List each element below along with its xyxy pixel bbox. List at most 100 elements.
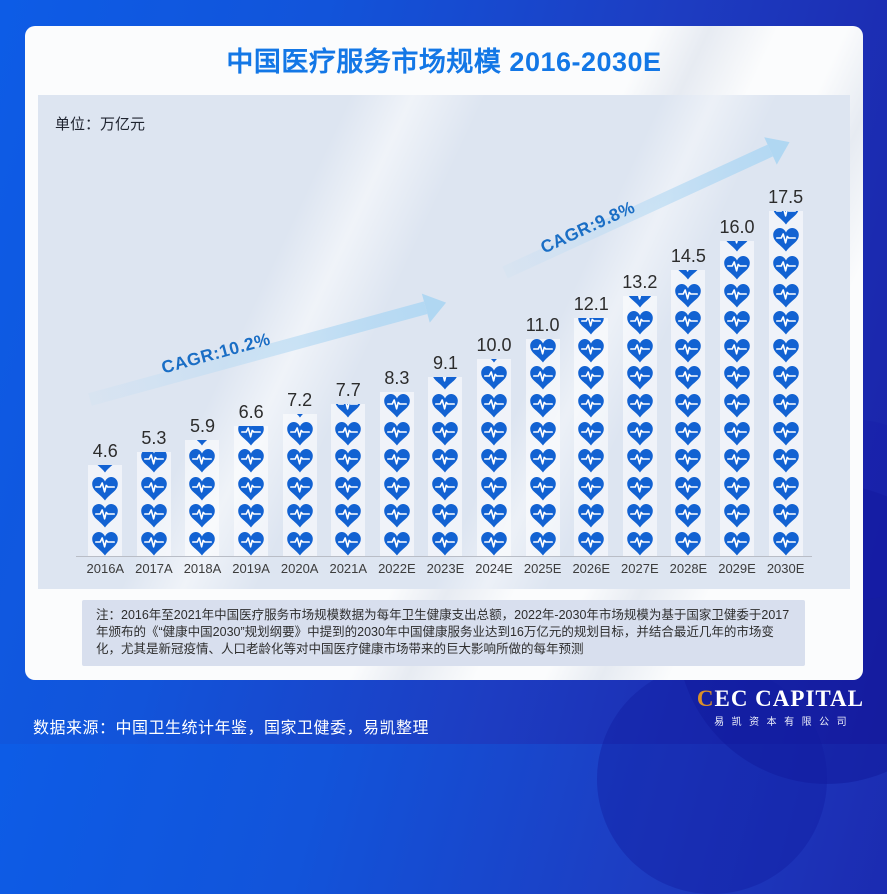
heart-ecg-icon — [675, 504, 702, 528]
x-axis-label-2019A: 2019A — [232, 561, 270, 576]
x-axis-label-2022E: 2022E — [378, 561, 416, 576]
heart-cell — [384, 418, 410, 446]
heart-cell — [627, 473, 653, 501]
heart-cell — [724, 528, 750, 556]
bar-stack — [428, 376, 463, 556]
page-title: 中国医疗服务市场规模 2016-2030E — [226, 47, 662, 77]
heart-cell — [432, 528, 459, 556]
x-axis-label-2026E: 2026E — [572, 561, 611, 576]
heart-ecg-icon — [432, 449, 459, 473]
heart-ecg-icon — [335, 421, 362, 446]
heart-ecg-icon — [675, 449, 702, 473]
heart-ecg-icon — [724, 338, 750, 363]
heart-ecg-icon — [481, 421, 507, 446]
heart-cell — [578, 363, 605, 391]
heart-cell — [238, 501, 264, 529]
heart-cell — [772, 528, 799, 556]
bar-2025E: 11.0 — [518, 315, 567, 556]
heart-ecg-icon — [675, 421, 702, 446]
heart-ecg-icon — [627, 476, 653, 501]
x-axis-label-2027E: 2027E — [621, 561, 659, 576]
heart-cell — [384, 528, 410, 556]
heart-ecg-icon — [432, 504, 459, 528]
bar-value-label: 7.2 — [287, 390, 313, 411]
bar-stack — [282, 414, 317, 556]
heart-cell — [578, 335, 605, 363]
heart-ecg-icon — [384, 449, 410, 473]
heart-ecg-icon — [481, 504, 507, 528]
bar-value-label: 5.3 — [141, 427, 167, 448]
bar-2019A: 6.6 — [227, 402, 276, 556]
heart-ecg-icon — [529, 504, 556, 528]
bar-value-label: 4.6 — [92, 441, 118, 462]
bar-stack — [574, 317, 609, 556]
heart-cell — [627, 308, 653, 336]
partial-heart-icon — [141, 451, 167, 474]
heart-cell — [335, 473, 362, 501]
heart-cell — [286, 446, 313, 474]
heart-ecg-icon — [529, 476, 556, 501]
heart-ecg-icon — [92, 504, 119, 528]
data-source-text: 数据来源：中国卫生统计年鉴，国家卫健委，易凯整理 — [33, 720, 430, 737]
heart-ecg-icon — [335, 532, 362, 556]
heart-cell — [724, 390, 750, 418]
heart-ecg-icon — [384, 504, 410, 528]
heart-ecg-icon — [238, 449, 264, 473]
bar-stack — [379, 392, 414, 556]
heart-ecg-icon — [627, 394, 653, 418]
bar-2027E: 13.2 — [616, 272, 665, 556]
bar-2026E: 12.1 — [567, 294, 616, 556]
heart-cell — [286, 528, 313, 556]
heart-cell — [578, 528, 605, 556]
heart-cell — [675, 390, 702, 418]
heart-cell — [335, 528, 362, 556]
heart-ecg-icon — [481, 476, 507, 501]
heart-ecg-icon — [481, 532, 507, 556]
heart-cell — [432, 390, 459, 418]
heart-cell — [384, 501, 410, 529]
bar-value-label: 16.0 — [719, 216, 755, 237]
heart-ecg-icon — [628, 295, 651, 308]
heart-ecg-icon — [772, 394, 799, 418]
heart-cell — [772, 473, 799, 501]
heart-ecg-icon — [724, 421, 750, 446]
heart-cell — [481, 501, 507, 529]
x-axis-label-2025E: 2025E — [523, 561, 562, 576]
heart-ecg-icon — [772, 504, 799, 528]
partial-heart-icon — [287, 414, 313, 418]
heart-cell — [627, 363, 653, 391]
heart-cell — [141, 501, 167, 529]
bar-value-label: 12.1 — [573, 293, 609, 314]
heart-ecg-icon — [724, 256, 750, 280]
bar-value-label: 9.1 — [432, 352, 458, 373]
heart-ecg-icon — [675, 311, 702, 335]
partial-heart-icon — [92, 465, 118, 473]
heart-ecg-icon — [627, 366, 653, 390]
footnote: 注：2016年至2021年中国医疗服务市场规模数据为每年卫生健康支出总额，202… — [82, 600, 805, 666]
heart-cell — [141, 528, 167, 556]
partial-heart-icon — [578, 317, 605, 336]
heart-cell — [724, 280, 750, 308]
heart-ecg-icon — [335, 449, 362, 473]
bar-stack — [88, 465, 123, 556]
heart-ecg-icon — [772, 311, 799, 335]
chart-plot-area: 单位：万亿元 CAGR:10.2% CAGR:9.8% 4.6 5.3 5.9 6.6… — [38, 95, 850, 589]
bar-stack — [768, 211, 803, 556]
heart-ecg-icon — [724, 476, 750, 501]
heart-cell — [529, 501, 556, 529]
bar-2028E: 14.5 — [664, 246, 713, 556]
heart-cell — [675, 501, 702, 529]
heart-ecg-icon — [432, 394, 459, 418]
heart-cell — [724, 335, 750, 363]
partial-heart-icon — [724, 240, 750, 253]
partial-heart-icon — [384, 392, 410, 418]
heart-ecg-icon — [675, 476, 702, 501]
heart-cell — [772, 363, 799, 391]
heart-ecg-icon — [578, 317, 605, 335]
heart-cell — [627, 390, 653, 418]
heart-cell — [627, 335, 653, 363]
partial-heart-icon — [238, 425, 264, 446]
bar-2024E: 10.0 — [470, 335, 519, 556]
heart-ecg-icon — [491, 358, 497, 363]
heart-cell — [92, 528, 119, 556]
